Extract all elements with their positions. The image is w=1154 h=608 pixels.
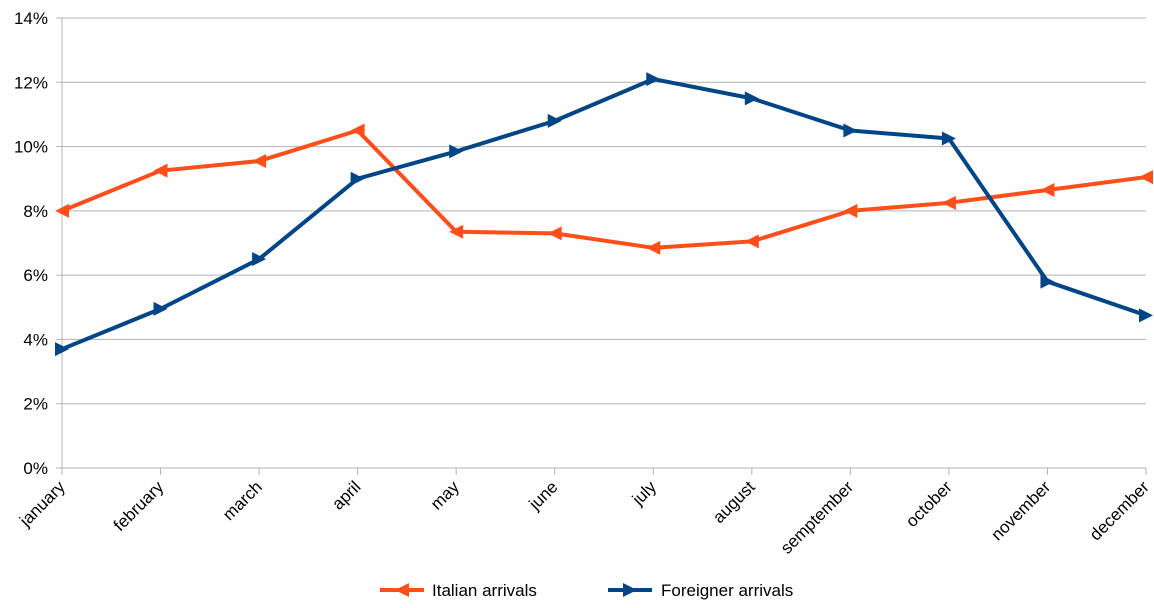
data-point bbox=[646, 240, 661, 255]
y-tick-label: 6% bbox=[23, 266, 48, 285]
data-point bbox=[449, 224, 464, 239]
legend-label: Foreigner arrivals bbox=[661, 581, 793, 600]
x-tick-label: march bbox=[219, 477, 266, 524]
series-layer bbox=[55, 72, 1153, 357]
legend-marker bbox=[623, 583, 637, 597]
data-point bbox=[153, 163, 168, 178]
data-point bbox=[843, 203, 858, 218]
y-tick-label: 10% bbox=[14, 138, 48, 157]
x-tick-label: june bbox=[525, 477, 562, 514]
data-point bbox=[1040, 274, 1055, 289]
x-tick-label: july bbox=[628, 477, 661, 510]
x-tick-label: december bbox=[1086, 477, 1153, 544]
y-tick-label: 8% bbox=[23, 202, 48, 221]
series-1 bbox=[55, 72, 1153, 357]
data-point bbox=[941, 131, 956, 146]
y-tick-label: 0% bbox=[23, 459, 48, 478]
legend-marker bbox=[395, 583, 409, 597]
data-point bbox=[1040, 182, 1055, 197]
x-tick-label: october bbox=[902, 477, 956, 531]
data-point bbox=[646, 72, 661, 87]
data-point bbox=[1139, 170, 1153, 185]
data-point bbox=[350, 171, 365, 186]
x-tick-label: semptember bbox=[777, 477, 857, 557]
x-tick-label: january bbox=[15, 477, 69, 531]
data-point bbox=[547, 113, 562, 128]
data-point bbox=[55, 342, 69, 357]
data-point bbox=[153, 301, 168, 316]
data-point bbox=[547, 226, 562, 241]
data-point bbox=[449, 144, 464, 159]
x-axis-ticks: january february march april may june july augu… bbox=[15, 477, 1153, 558]
series-0 bbox=[55, 123, 1153, 255]
grid bbox=[56, 17, 1147, 475]
x-tick-label: april bbox=[328, 477, 364, 513]
x-tick-label: november bbox=[987, 477, 1054, 544]
x-tick-label: august bbox=[709, 477, 759, 527]
y-tick-label: 12% bbox=[14, 73, 48, 92]
x-tick-label: may bbox=[427, 477, 463, 513]
legend-item: Foreigner arrivals bbox=[608, 581, 793, 600]
legend: Italian arrivals Foreigner arrivals bbox=[380, 581, 793, 600]
legend-label: Italian arrivals bbox=[432, 581, 537, 600]
series-line bbox=[60, 77, 1148, 352]
y-tick-label: 4% bbox=[23, 330, 48, 349]
data-point bbox=[843, 123, 858, 138]
data-point bbox=[744, 234, 759, 249]
data-point bbox=[252, 154, 267, 169]
data-point bbox=[941, 195, 956, 210]
data-point bbox=[744, 91, 759, 106]
y-axis-ticks: 0% 2% 4% 6% 8% 10% 12% 14% bbox=[14, 9, 48, 478]
series-line bbox=[60, 128, 1148, 250]
y-tick-label: 14% bbox=[14, 9, 48, 28]
data-point bbox=[252, 252, 267, 267]
x-tick-label: february bbox=[110, 477, 168, 535]
legend-item: Italian arrivals bbox=[380, 581, 537, 600]
data-point bbox=[55, 203, 69, 218]
y-tick-label: 2% bbox=[23, 395, 48, 414]
data-point bbox=[1139, 308, 1153, 323]
data-point bbox=[350, 123, 365, 138]
